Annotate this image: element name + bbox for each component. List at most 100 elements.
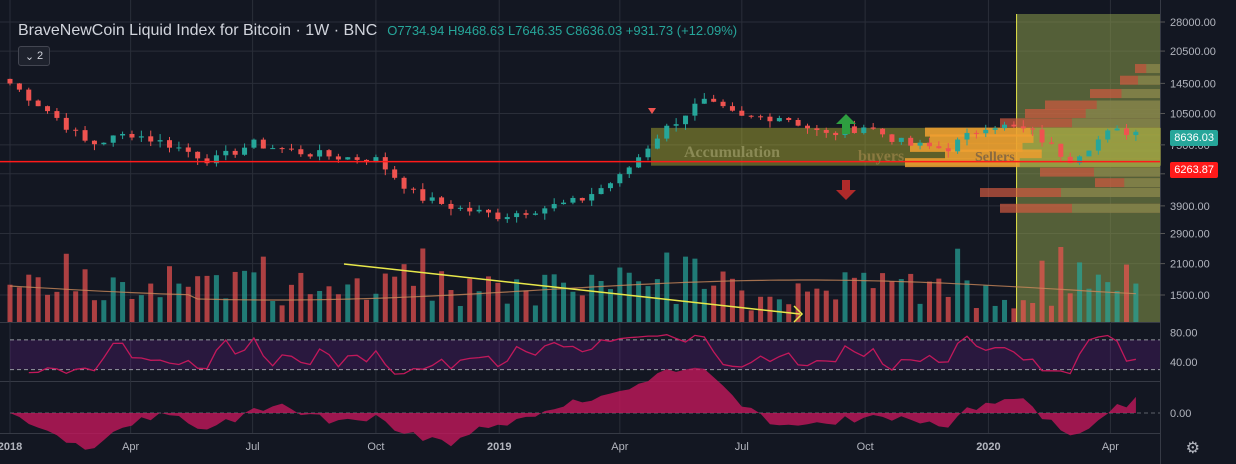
candle-body [945,148,951,152]
candle-body [45,106,51,112]
candle-body [1114,128,1120,131]
symbol-title[interactable]: BraveNewCoin Liquid Index for Bitcoin · … [18,22,378,39]
indicators-toggle-button[interactable]: ⌄ 2 [18,46,50,66]
volume-bar [767,296,773,322]
rsi-band [10,339,1160,370]
candle-body [1058,143,1064,157]
volume-bar [504,303,510,322]
candle-body [457,207,463,209]
volume-bar [485,276,491,322]
volume-bar [1105,282,1111,322]
volume-bar [589,274,595,322]
volume-bar [880,273,886,322]
candle-body [617,174,623,184]
volume-bar [673,303,679,322]
time-axis[interactable]: 2018 Apr Jul Oct 2019 Apr Jul Oct 2020 Apr [0,441,1119,453]
volume-bar [138,295,144,322]
volume-bar [251,272,257,322]
volume-bar [523,290,529,322]
candle-body [514,213,520,218]
volume-bar [307,294,313,322]
candle-body [983,129,989,134]
last-price-badge: 8636.03 [1170,130,1218,146]
axis-divider [1160,0,1161,464]
rsi-tick-label: 80.00 [1170,327,1198,339]
volume-bar [804,291,810,322]
candle-body [317,150,323,157]
candle-body [673,124,679,126]
candle-body [880,128,886,135]
candle-body [382,157,388,170]
price-axis[interactable]: 28000.0020500.0014500.0010500.007500.005… [1160,17,1216,420]
volume-profile-buy [1094,167,1160,177]
volume-bar [551,274,557,322]
candle-body [410,188,416,190]
volume-bar [936,278,942,322]
volume-bar [1048,305,1054,322]
candle-body [964,132,970,140]
candle-body [176,147,182,149]
candle-body [485,209,491,213]
candle-body [955,139,961,152]
volume-bar [532,305,538,322]
candle-body [138,136,144,138]
volume-bar [1133,283,1139,322]
x-tick-label: 2018 [0,441,22,453]
volume-bar [7,284,13,322]
candle-body [1123,128,1129,136]
candle-body [804,125,810,129]
candle-body [129,133,135,138]
volume-bar [213,275,219,322]
volume-bar [1114,290,1120,322]
candle-body [279,148,285,150]
volume-bar [373,293,379,322]
candle-body [720,101,726,107]
candle-body [1095,139,1101,151]
ohlc-readout: O7734.94 H9468.63 L7646.35 C8636.03 +931… [387,23,738,38]
candle-body [392,169,398,178]
candle-body [711,98,717,102]
volume-bar [607,289,613,322]
volume-bar [326,286,332,322]
volume-bar [964,280,970,322]
candle-body [917,142,923,146]
x-tick-label: Apr [1102,441,1119,453]
volume-bar [279,305,285,322]
volume-bar [345,284,351,322]
candle-body [692,103,698,116]
gear-icon[interactable]: ⚙ [1185,440,1200,457]
y-tick-label: 1500.00 [1170,290,1210,302]
candle-body [16,83,22,90]
oscillator-pane [10,367,1160,450]
volume-bar [410,285,416,322]
candle-body [795,120,801,126]
chart-header: BraveNewCoin Liquid Index for Bitcoin · … [18,22,737,40]
annotation-sellers: Sellers [975,150,1015,165]
candle-body [373,157,379,163]
x-tick-label: Apr [611,441,628,453]
candle-body [223,150,229,156]
red-line-price-badge: 6263.87 [1170,162,1218,178]
candle-body [1048,142,1054,144]
volume-bar [626,272,632,322]
volume-profile-buy [1061,188,1160,198]
volume-bar [364,299,370,322]
candle-body [898,137,904,142]
candle-body [851,126,857,133]
candle-body [589,194,595,201]
volume-profile-buy [1096,100,1160,110]
candle-body [1067,156,1073,164]
indicators-count: 2 [37,50,44,62]
y-tick-label: 2100.00 [1170,259,1210,271]
annotation-buyers: buyers [858,148,904,165]
candle-body [1039,129,1045,143]
candle-body [823,129,829,133]
annotation-accumulation: Accumulation [684,144,780,161]
volume-bar [992,305,998,322]
volume-profile-buy [1019,158,1160,168]
volume-bar [833,299,839,322]
volume-bar [45,294,51,322]
volume-bar [645,286,651,322]
volume-bar [654,279,660,322]
